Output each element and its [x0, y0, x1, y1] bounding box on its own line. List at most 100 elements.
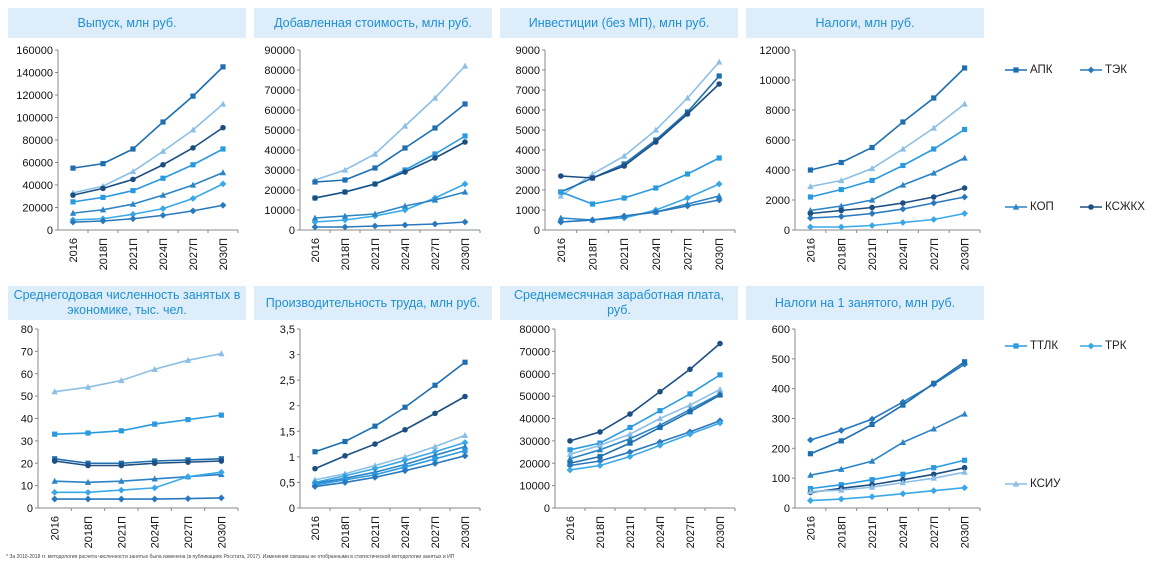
y-tick-label: 1 — [289, 452, 295, 464]
data-point — [69, 209, 77, 216]
data-point — [51, 477, 58, 484]
legend-marker — [1080, 204, 1102, 210]
data-point — [807, 210, 814, 217]
data-point — [869, 144, 875, 151]
x-tick-label: 2024П — [655, 516, 667, 548]
series-line — [810, 466, 965, 494]
x-tick-label: 2018П — [340, 238, 352, 270]
data-point — [312, 465, 318, 472]
data-point — [461, 62, 469, 69]
y-tick-label: 200 — [772, 443, 790, 455]
data-point — [402, 426, 408, 433]
series-line — [569, 394, 721, 465]
data-point — [311, 214, 319, 221]
series-line — [314, 434, 466, 481]
data-point — [99, 217, 107, 225]
x-tick-label: 2021П — [116, 516, 128, 548]
data-point — [930, 199, 938, 207]
data-point — [657, 388, 663, 395]
data-point — [557, 214, 565, 221]
data-point — [961, 100, 968, 107]
data-point — [312, 449, 318, 455]
y-tick-label: 10000 — [519, 481, 550, 493]
y-tick-label: 30000 — [519, 436, 550, 448]
data-point — [461, 439, 469, 446]
series-line — [810, 157, 965, 212]
y-tick-label: 20000 — [519, 458, 550, 470]
data-point — [961, 410, 968, 417]
legend-marker-shape — [1013, 67, 1019, 73]
data-point — [868, 493, 876, 501]
data-point — [118, 477, 125, 484]
data-point — [70, 192, 76, 198]
y-tick-label: 10 — [21, 481, 33, 493]
panel-title-value-added: Добавленная стоимость, млн руб. — [254, 8, 492, 38]
data-point — [342, 177, 348, 183]
panel-title-employment: Среднегодовая численность занятых в экон… — [8, 286, 246, 320]
data-point — [311, 218, 319, 226]
data-point — [312, 195, 318, 201]
data-point — [371, 462, 379, 469]
data-point — [838, 159, 844, 166]
series-line — [314, 361, 466, 453]
data-point — [961, 126, 968, 133]
data-point — [219, 180, 227, 188]
data-point — [900, 162, 906, 169]
data-point — [217, 494, 225, 502]
y-tick-label: 6000 — [766, 135, 790, 147]
x-tick-label: 2027П — [188, 238, 200, 270]
data-point — [130, 176, 136, 183]
y-tick-label: 40 — [21, 414, 33, 426]
series-line — [54, 497, 222, 500]
x-tick-label: 2021П — [867, 238, 879, 270]
y-tick-label: 70 — [21, 346, 33, 358]
x-tick-label: 2027П — [430, 238, 442, 270]
legend-marker — [1080, 66, 1102, 74]
data-point — [341, 166, 349, 173]
y-tick-label: 140000 — [16, 68, 53, 80]
legend-marker — [1005, 67, 1027, 73]
data-point — [311, 223, 319, 231]
x-tick-label: 2027П — [183, 516, 195, 548]
x-tick-label: 2024П — [400, 516, 412, 548]
data-point — [868, 483, 876, 490]
data-point — [838, 482, 844, 488]
data-point — [656, 415, 664, 422]
data-point — [900, 200, 906, 206]
data-point — [218, 350, 225, 357]
panel-title-output: Выпуск, млн руб. — [8, 8, 246, 38]
data-point — [626, 448, 634, 456]
x-tick-label: 2016 — [805, 516, 817, 540]
data-point — [716, 81, 722, 87]
legend-marker-shape — [1012, 203, 1020, 210]
chart-panel: 0 0,5 1 1,5 2 2,5 3 3,5 2016 2018П 2021П 2024П 2027П… — [280, 324, 481, 548]
y-tick-label: 30000 — [264, 165, 295, 177]
data-point — [311, 483, 319, 490]
y-tick-label: 4000 — [516, 145, 540, 157]
data-point — [837, 223, 845, 231]
y-tick-label: 20000 — [22, 203, 53, 215]
y-tick-label: 40000 — [519, 414, 550, 426]
legend-label: ТТЛК — [1030, 340, 1059, 352]
data-point — [930, 487, 938, 495]
data-point — [838, 177, 845, 184]
x-tick-label: 2030П — [460, 516, 472, 548]
series-line — [810, 486, 965, 502]
y-tick-label: 3,5 — [280, 324, 295, 336]
data-point — [961, 468, 968, 475]
data-point — [807, 167, 814, 173]
data-point — [401, 122, 409, 129]
legend-marker-shape — [1087, 66, 1095, 74]
y-tick-label: 90000 — [264, 45, 295, 57]
panel-title-taxes: Налоги, млн руб. — [746, 8, 984, 38]
data-point — [431, 196, 439, 203]
series-line — [72, 126, 224, 196]
data-point — [84, 488, 92, 496]
y-tick-label: 30 — [21, 436, 33, 448]
data-point — [715, 192, 723, 199]
series-line — [72, 183, 224, 221]
data-point — [185, 417, 191, 423]
series-line — [314, 103, 466, 183]
data-point — [687, 391, 693, 397]
data-point — [342, 438, 348, 445]
